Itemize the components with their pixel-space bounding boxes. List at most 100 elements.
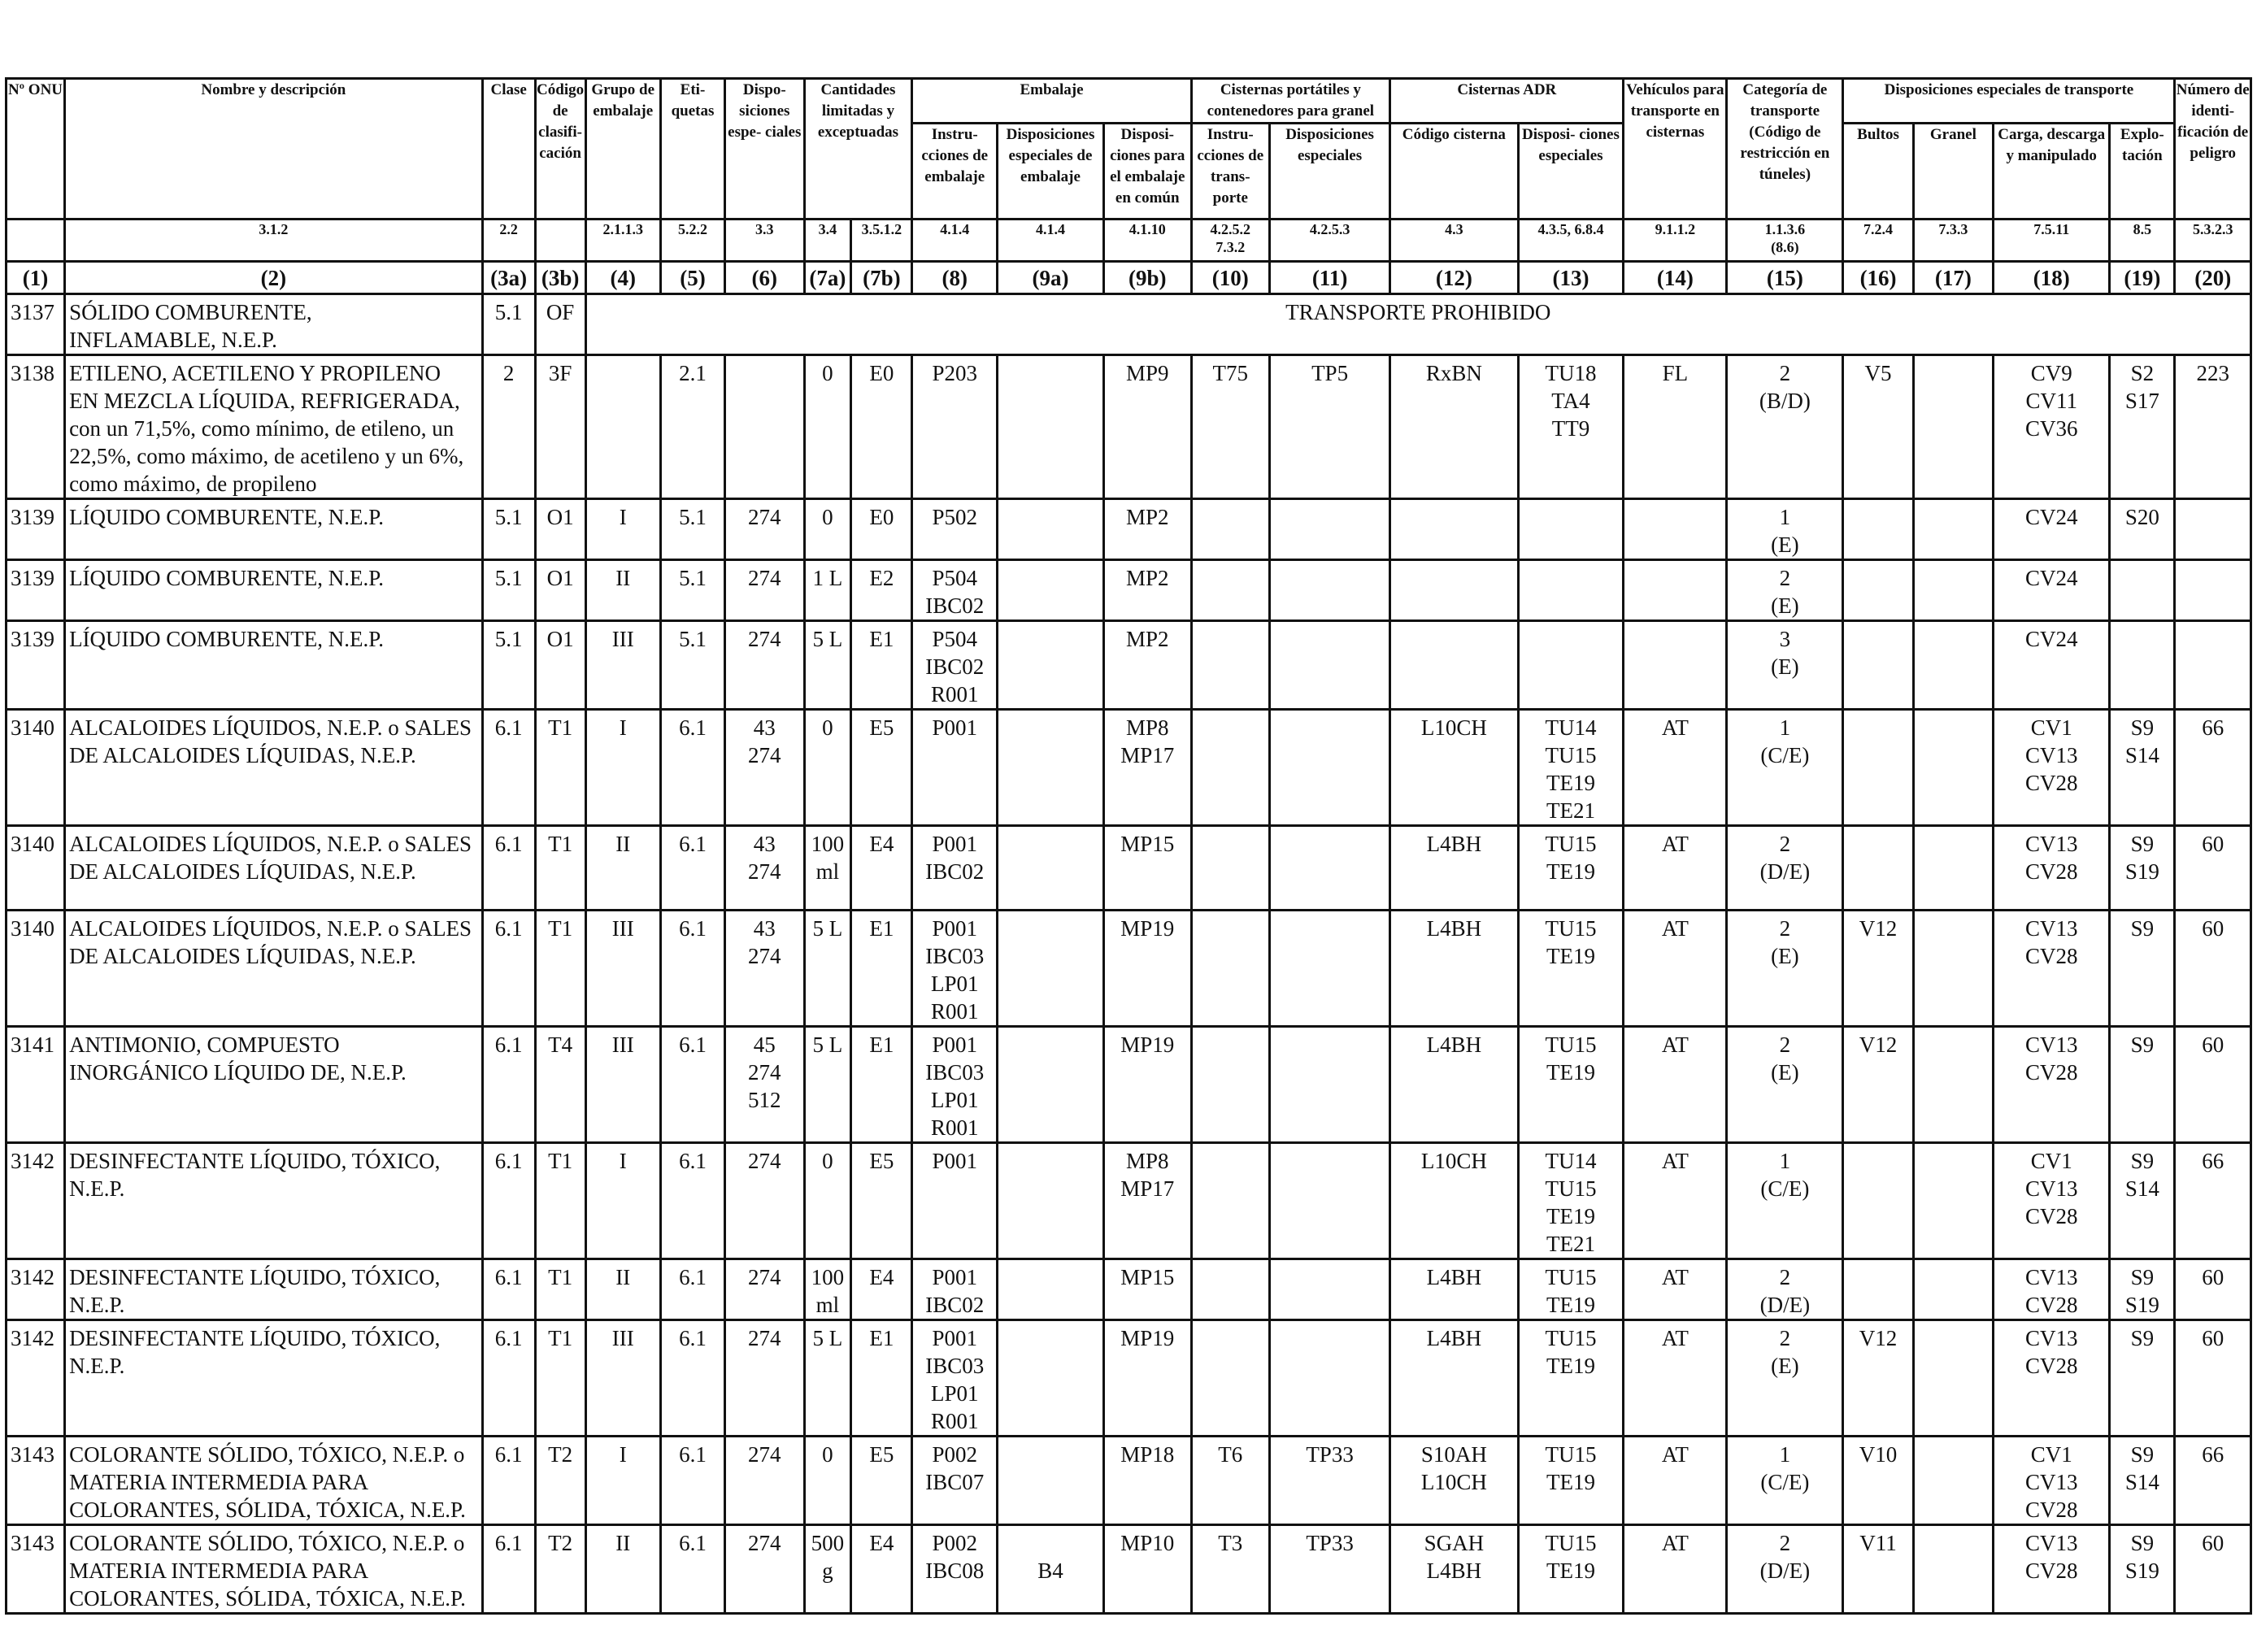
cell-line: P002 <box>932 1442 977 1467</box>
cantidad-exceptuada: E5 <box>850 708 914 827</box>
ref-cell: 7.5.11 <box>1992 218 2111 263</box>
cell-line: TU18 <box>1545 361 1597 385</box>
cell-line: 274 <box>748 1442 781 1467</box>
disposiciones-cisterna-adr: TU18 TA4 TT9 <box>1516 354 1625 500</box>
column-number: (11) <box>1268 260 1392 295</box>
cell-line: T1 <box>548 715 573 740</box>
ref-cell: 2.2 <box>481 218 537 263</box>
cell-line: CV28 <box>2024 1060 2078 1085</box>
numero-peligro: 60 <box>2173 1025 2252 1144</box>
codigo-clasificacion: T1 <box>533 708 587 827</box>
onu-number: 3142 <box>4 1258 67 1321</box>
cell-line: (E) <box>1771 1354 1799 1378</box>
cell-line: R001 <box>930 682 979 706</box>
categoria-transporte: 2 (B/D) <box>1725 354 1845 500</box>
cantidad-exceptuada: E2 <box>850 559 914 622</box>
column-number: (10) <box>1189 260 1271 295</box>
vehiculo-cisterna: AT <box>1622 1435 1729 1526</box>
cell-line: (E) <box>1771 593 1799 618</box>
cell-line: TP5 <box>1311 361 1349 385</box>
disposicion-bultos <box>1842 708 1915 827</box>
header-nombre: Nombre y descripción <box>63 77 484 220</box>
disposiciones-cisterna-portatil: TP33 <box>1268 1435 1392 1526</box>
cell-line: 512 <box>748 1088 781 1112</box>
cell-line: 3140 <box>11 916 54 941</box>
table-row: 3143 COLORANTE SÓLIDO, TÓXICO, N.E.P. o MA… <box>4 1524 2252 1615</box>
table-row: 3143 COLORANTE SÓLIDO, TÓXICO, N.E.P. o MA… <box>4 1435 2252 1526</box>
cell-line: P001 <box>932 832 977 856</box>
clase: 6.1 <box>481 909 537 1028</box>
cell-line: L4BH <box>1426 832 1482 856</box>
cell-line: 1 <box>1779 1149 1791 1173</box>
codigo-cisterna: L4BH <box>1389 1319 1520 1437</box>
column-number: (19) <box>2108 260 2177 295</box>
cell-line: 6.1 <box>494 1265 523 1289</box>
disposiciones-cisterna-portatil <box>1268 498 1392 561</box>
table-row: 3142 DESINFECTANTE LÍQUIDO, TÓXICO, N.E.P.… <box>4 1319 2252 1437</box>
disposicion-carga: CV13 CV28 <box>1992 909 2111 1028</box>
codigo-clasificacion: 3F <box>533 354 587 500</box>
disposiciones-cisterna-adr: TU14 TU15 TE19 TE21 <box>1516 708 1625 827</box>
cell-line: S20 <box>2124 505 2159 529</box>
cell-line: V12 <box>1859 1032 1898 1057</box>
cell-line: TE19 <box>1546 771 1595 795</box>
disposicion-granel <box>1911 909 1995 1028</box>
name-description: LÍQUIDO COMBURENTE, N.E.P. <box>63 498 484 561</box>
cell-line: 6.1 <box>494 916 523 941</box>
instrucciones-cisterna-portatil <box>1189 1025 1271 1144</box>
cell-line: 2 <box>1779 916 1791 941</box>
cell-line: S2 <box>2130 361 2155 385</box>
embalaje-comun: MP15 <box>1102 1258 1193 1321</box>
cell-line: LP01 <box>930 972 979 996</box>
disposicion-bultos <box>1842 498 1915 561</box>
cell-line: CV28 <box>2024 1293 2078 1317</box>
ref-cell: 5.2.2 <box>659 218 727 263</box>
cell-line: AT <box>1661 1032 1689 1057</box>
codigo-clasificacion: T2 <box>533 1435 587 1526</box>
cell-line: 3140 <box>11 832 54 856</box>
cell-line: T3 <box>1218 1531 1243 1555</box>
ref-cell: 3.1.2 <box>63 218 484 263</box>
column-number: (7b) <box>850 260 914 295</box>
disposicion-granel <box>1911 1435 1995 1526</box>
disposiciones-especiales: 274 <box>724 1319 806 1437</box>
vehiculo-cisterna: AT <box>1622 1319 1729 1437</box>
column-number: (18) <box>1992 260 2111 295</box>
cantidad-exceptuada: E0 <box>850 354 914 500</box>
cell-line: CV28 <box>2024 771 2078 795</box>
cell-line: CV13 <box>2024 832 2078 856</box>
cell-line: CV24 <box>2024 566 2078 590</box>
ref-cell: 7.2.4 <box>1842 218 1915 263</box>
instrucciones-embalaje: P504 IBC02 <box>911 559 998 622</box>
disposiciones-cisterna-adr <box>1516 559 1625 622</box>
header-cisternas-portatiles-group: Cisternas portátiles y contenedores para… <box>1189 77 1392 124</box>
cell-line: 274 <box>748 1531 781 1555</box>
adr-table-sheet: Nº ONU Nombre y descripción Clase Código… <box>4 77 2253 1615</box>
column-number: (9b) <box>1102 260 1193 295</box>
cell-line: CV13 <box>2024 1326 2078 1350</box>
cell-line: 0 <box>822 715 833 740</box>
ref-cell: 4.2.5.3 <box>1268 218 1392 263</box>
cell-line: O1 <box>546 627 574 651</box>
cell-line: TE19 <box>1546 944 1595 968</box>
cell-line: TU15 <box>1545 1531 1597 1555</box>
onu-number: 3141 <box>4 1025 67 1144</box>
cantidad-limitada: 0 <box>802 354 853 500</box>
disposiciones-especiales: 274 <box>724 620 806 711</box>
cell-line: 6.1 <box>679 916 707 941</box>
ref-cell: 9.1.1.2 <box>1622 218 1729 263</box>
etiquetas: 5.1 <box>659 559 727 622</box>
cell-line: 1 L <box>812 566 843 590</box>
cell-line: 66 <box>2202 715 2224 740</box>
vehiculo-cisterna <box>1622 498 1729 561</box>
name-description: DESINFECTANTE LÍQUIDO, TÓXICO, N.E.P. <box>63 1141 484 1260</box>
cell-line: L4BH <box>1426 1265 1482 1289</box>
cell-line: S19 <box>2124 1559 2159 1583</box>
cell-line: 6.1 <box>679 1531 707 1555</box>
header-instrucciones-embalaje: Instru- cciones de embalaje <box>911 122 998 220</box>
cell-line: 43 <box>753 916 776 941</box>
cell-line: L4BH <box>1426 916 1482 941</box>
disposicion-explotacion: S9 S19 <box>2108 1524 2177 1615</box>
cantidad-limitada: 0 <box>802 1435 853 1526</box>
cell-line: T2 <box>548 1442 573 1467</box>
